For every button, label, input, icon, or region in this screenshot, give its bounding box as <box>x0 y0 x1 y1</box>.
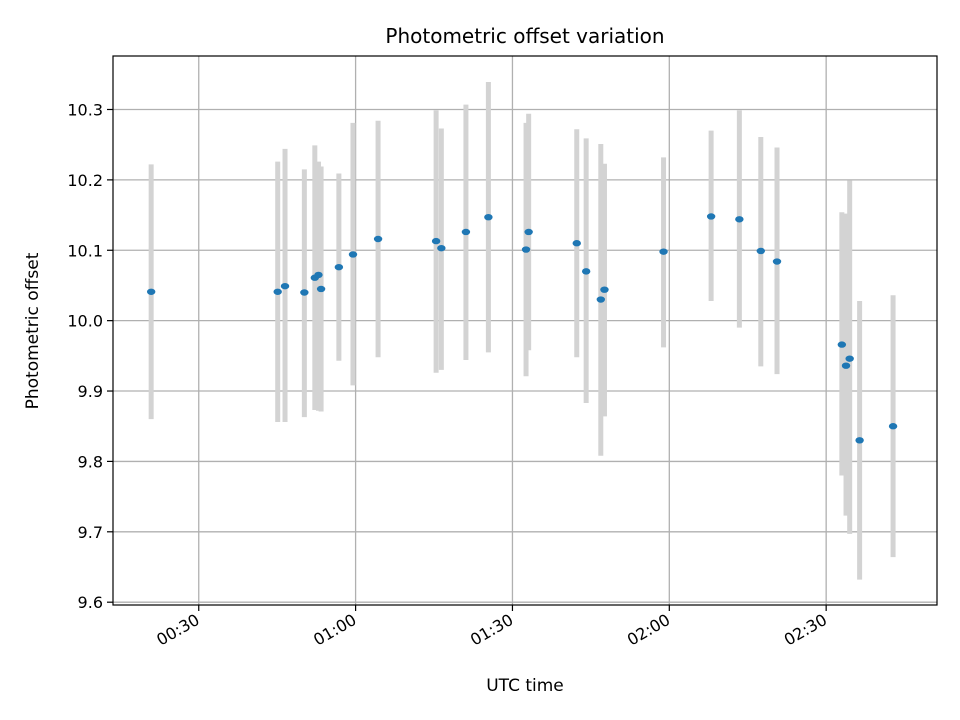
data-point <box>706 213 716 220</box>
data-point <box>300 289 309 296</box>
data-point <box>596 296 606 303</box>
data-point <box>461 228 471 236</box>
chart-title: Photometric offset variation <box>385 24 664 48</box>
y-tick-label: 10.0 <box>67 312 103 331</box>
plot-frame <box>112 55 938 606</box>
y-axis-label: Photometric offset <box>23 252 43 409</box>
y-tick-label: 10.2 <box>67 171 103 190</box>
data-point <box>772 258 782 265</box>
data-point <box>572 240 581 247</box>
data-point <box>314 271 323 279</box>
y-axis-ticks: 9.6 9.7 9.8 9.9 10.0 10.1 10.2 10.3 <box>67 100 113 612</box>
y-tick-label: 9.8 <box>78 452 103 471</box>
data-point <box>845 355 854 362</box>
y-tick-label: 9.7 <box>78 523 103 542</box>
data-point <box>735 216 744 223</box>
data-point <box>521 246 531 253</box>
y-tick-label: 9.9 <box>78 382 103 401</box>
data-point <box>841 362 851 369</box>
data-point <box>484 213 493 221</box>
data-point <box>373 235 383 243</box>
data-point <box>581 268 591 275</box>
data-point <box>146 288 156 295</box>
data-point <box>659 248 668 255</box>
data-point <box>524 228 533 236</box>
data-point <box>855 437 864 444</box>
data-point <box>756 247 766 255</box>
y-tick-label: 9.6 <box>78 593 103 612</box>
data-point <box>273 288 282 295</box>
y-tick-label: 10.1 <box>67 241 103 260</box>
data-point <box>431 237 441 245</box>
data-point <box>280 282 290 290</box>
data-point <box>316 285 326 293</box>
data-point <box>334 263 344 271</box>
data-points <box>146 213 898 444</box>
x-axis-label: UTC time <box>486 676 564 696</box>
data-point <box>888 423 898 430</box>
data-point <box>348 251 358 258</box>
data-point <box>837 341 847 348</box>
data-point <box>437 244 446 252</box>
data-point <box>600 286 609 293</box>
y-tick-label: 10.3 <box>67 100 103 119</box>
